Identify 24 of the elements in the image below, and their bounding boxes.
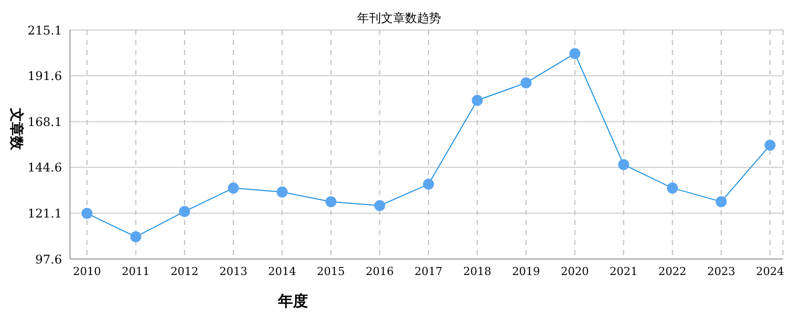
y-tick-label: 168.1 [28, 114, 62, 129]
x-tick-label: 2019 [512, 264, 540, 278]
x-tick-label: 2014 [268, 264, 296, 278]
y-axis-title: 文章数 [7, 107, 25, 152]
x-axis-title: 年度 [278, 292, 308, 311]
x-tick-label: 2013 [219, 264, 248, 278]
y-tick-label: 97.6 [35, 252, 62, 266]
x-tick-label: 2010 [73, 264, 101, 278]
y-tick-label: 144.6 [28, 160, 62, 175]
x-tick-label: 2012 [170, 264, 199, 278]
x-tick-label: 2015 [316, 264, 345, 278]
x-tick-label: 2024 [756, 264, 784, 278]
x-tick-label: 2021 [610, 264, 638, 278]
x-tick-label: 2016 [366, 264, 394, 278]
chart-title: 年刊文章数趋势 [357, 11, 441, 25]
x-tick-label: 2018 [463, 264, 492, 278]
x-tick-label: 2020 [560, 264, 589, 278]
x-tick-label: 2017 [414, 264, 442, 278]
x-tick-label: 2023 [707, 264, 736, 278]
x-tick-label: 2022 [658, 264, 686, 278]
y-tick-label: 121.1 [28, 206, 62, 220]
y-tick-label: 191.6 [28, 69, 62, 84]
y-tick-label: 215.1 [28, 23, 62, 38]
x-tick-label: 2011 [122, 264, 150, 278]
